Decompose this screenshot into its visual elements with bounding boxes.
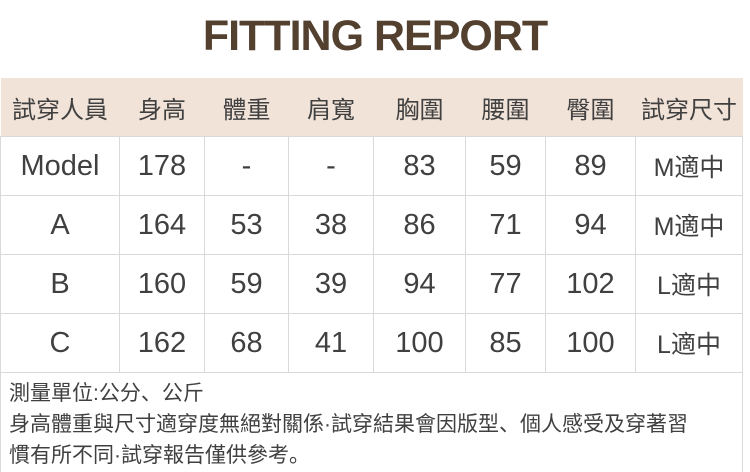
cell-chest: 83 bbox=[373, 136, 466, 196]
header-waist: 腰圍 bbox=[465, 78, 546, 137]
cell-chest: 86 bbox=[373, 195, 466, 255]
header-shoulder: 肩寬 bbox=[288, 78, 374, 137]
cell-waist: 77 bbox=[465, 254, 546, 314]
cell-height: 162 bbox=[119, 313, 205, 373]
cell-hip: 94 bbox=[545, 195, 636, 255]
cell-fitting-size: M適中 bbox=[635, 195, 743, 255]
cell-chest: 100 bbox=[373, 313, 466, 373]
note-line-disclaimer-2: 慣有所不同·試穿報告僅供參考。 bbox=[9, 444, 310, 467]
cell-shoulder: 38 bbox=[288, 195, 374, 255]
page-title: FITTING REPORT bbox=[202, 11, 548, 60]
header-tester: 試穿人員 bbox=[0, 78, 120, 137]
cell-fitting-size: L適中 bbox=[635, 313, 743, 373]
cell-waist: 59 bbox=[465, 136, 546, 196]
cell-shoulder: 41 bbox=[288, 313, 374, 373]
cell-tester: C bbox=[0, 313, 120, 373]
cell-hip: 100 bbox=[545, 313, 636, 373]
table-header-row: 試穿人員 身高 體重 肩寬 胸圍 腰圍 臀圍 試穿尺寸 bbox=[0, 78, 743, 137]
table-notes-row: 測量單位:公分、公斤 身高體重與尺寸適穿度無絕對關係·試穿結果會因版型、個人感受… bbox=[0, 372, 743, 472]
fitting-report-table: 試穿人員 身高 體重 肩寬 胸圍 腰圍 臀圍 試穿尺寸 Model 178 - … bbox=[0, 78, 743, 472]
cell-weight: 68 bbox=[204, 313, 289, 373]
header-height: 身高 bbox=[119, 78, 205, 137]
cell-shoulder: 39 bbox=[288, 254, 374, 314]
cell-waist: 85 bbox=[465, 313, 546, 373]
cell-tester: A bbox=[0, 195, 120, 255]
header-chest: 胸圍 bbox=[373, 78, 466, 137]
header-fitting-size: 試穿尺寸 bbox=[635, 78, 743, 137]
cell-weight: 59 bbox=[204, 254, 289, 314]
header-hip: 臀圍 bbox=[545, 78, 636, 137]
cell-weight: 53 bbox=[204, 195, 289, 255]
note-line-units: 測量單位:公分、公斤 bbox=[9, 382, 204, 405]
table-row-model: Model 178 - - 83 59 89 M適中 bbox=[0, 136, 743, 196]
measurement-notes: 測量單位:公分、公斤 身高體重與尺寸適穿度無絕對關係·試穿結果會因版型、個人感受… bbox=[0, 372, 743, 472]
cell-shoulder: - bbox=[288, 136, 374, 196]
cell-fitting-size: M適中 bbox=[635, 136, 743, 196]
cell-waist: 71 bbox=[465, 195, 546, 255]
note-line-disclaimer-1: 身高體重與尺寸適穿度無絕對關係·試穿結果會因版型、個人感受及穿著習 bbox=[9, 413, 688, 436]
cell-fitting-size: L適中 bbox=[635, 254, 743, 314]
cell-tester: B bbox=[0, 254, 120, 314]
table-row-b: B 160 59 39 94 77 102 L適中 bbox=[0, 254, 743, 314]
cell-hip: 102 bbox=[545, 254, 636, 314]
cell-height: 178 bbox=[119, 136, 205, 196]
table-row-c: C 162 68 41 100 85 100 L適中 bbox=[0, 313, 743, 373]
cell-hip: 89 bbox=[545, 136, 636, 196]
table-row-a: A 164 53 38 86 71 94 M適中 bbox=[0, 195, 743, 255]
cell-tester: Model bbox=[0, 136, 120, 196]
header-weight: 體重 bbox=[204, 78, 289, 137]
cell-weight: - bbox=[204, 136, 289, 196]
cell-height: 160 bbox=[119, 254, 205, 314]
cell-chest: 94 bbox=[373, 254, 466, 314]
cell-height: 164 bbox=[119, 195, 205, 255]
